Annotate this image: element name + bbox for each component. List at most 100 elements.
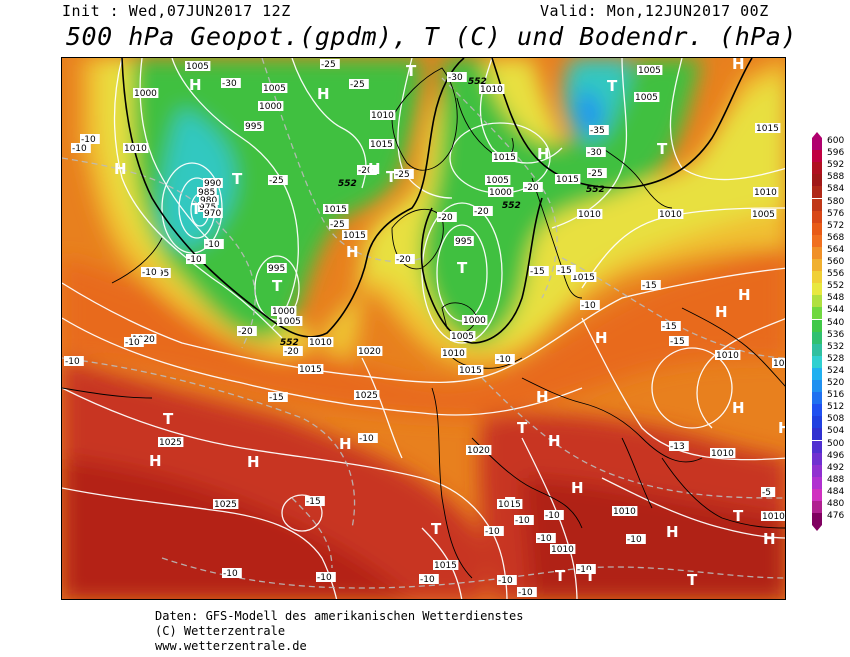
svg-text:552: 552	[338, 179, 357, 189]
svg-text:1005: 1005	[752, 210, 775, 220]
legend-row: 592	[812, 160, 850, 175]
svg-text:1010: 1010	[613, 507, 636, 517]
svg-text:-10: -10	[81, 135, 96, 145]
height-contours-552	[121, 58, 753, 344]
svg-text:-35: -35	[590, 126, 605, 136]
svg-text:1010: 1010	[578, 210, 601, 220]
svg-text:-15: -15	[530, 267, 545, 277]
svg-text:1005: 1005	[186, 62, 209, 72]
svg-text:1005: 1005	[486, 176, 509, 186]
svg-text:-10: -10	[518, 588, 533, 598]
legend-row: 532	[812, 342, 850, 356]
legend-swatch	[812, 367, 822, 380]
legend-row: 572	[812, 221, 850, 235]
svg-text:-30: -30	[448, 73, 463, 83]
svg-text:-20: -20	[238, 327, 253, 337]
pressure-label: 1010	[761, 511, 785, 522]
pressure-label: 1005	[450, 331, 476, 342]
legend-row: 476	[812, 511, 850, 526]
svg-text:-10: -10	[496, 355, 511, 365]
pressure-label: 1010	[479, 84, 505, 95]
legend-swatch	[812, 319, 822, 332]
pressure-label: 1020	[466, 445, 492, 456]
pressure-label: 995	[454, 236, 474, 247]
legend-value: 492	[827, 462, 845, 473]
legend-row: 588	[812, 172, 850, 187]
temperature-label: -10	[222, 568, 242, 579]
footer-website: www.wetterzentrale.de	[155, 639, 307, 653]
svg-text:995: 995	[455, 237, 472, 247]
svg-text:1025: 1025	[214, 500, 237, 510]
legend-value: 504	[827, 426, 845, 437]
legend-swatch	[812, 174, 822, 187]
legend-value: 488	[827, 474, 845, 485]
svg-text:-20: -20	[524, 183, 539, 193]
temperature-label: -10	[204, 239, 224, 250]
temperature-label: -20	[283, 346, 303, 357]
temperature-label: -10	[517, 587, 537, 598]
legend-row: 516	[812, 390, 850, 405]
pressure-label: 1005	[751, 209, 777, 220]
legend-swatch	[812, 416, 822, 429]
height-label: 552	[502, 201, 521, 211]
legend-swatch	[812, 295, 822, 308]
low-pressure-marker: T	[272, 277, 283, 295]
legend-value: 588	[827, 172, 845, 183]
legend-value: 600	[827, 136, 845, 146]
temperature-label: -30	[447, 72, 467, 83]
svg-text:-10: -10	[498, 576, 513, 586]
legend-value: 596	[827, 148, 845, 159]
high-pressure-marker: H	[732, 58, 745, 73]
legend-row: 556	[812, 269, 850, 284]
high-pressure-marker: H	[149, 452, 162, 470]
svg-text:-30: -30	[587, 148, 602, 158]
pressure-label: 1000	[133, 88, 159, 99]
legend-swatch	[812, 222, 822, 235]
legend-row: 544	[812, 305, 850, 320]
high-pressure-marker: H	[548, 432, 561, 450]
legend-swatch	[812, 404, 822, 417]
legend-value: 476	[827, 511, 845, 522]
svg-text:1020: 1020	[358, 347, 381, 357]
legend-value: 484	[827, 486, 845, 497]
legend-swatch	[812, 428, 822, 441]
high-pressure-marker: H	[666, 523, 679, 541]
pressure-label: 1025	[354, 390, 380, 401]
legend-row: 584	[812, 184, 850, 199]
legend-value: 520	[827, 378, 845, 388]
svg-text:1000: 1000	[489, 188, 512, 198]
svg-text:-10: -10	[420, 575, 435, 585]
svg-text:-30: -30	[222, 79, 237, 89]
svg-text:1000: 1000	[773, 359, 786, 369]
svg-text:990: 990	[204, 179, 221, 189]
high-pressure-marker: H	[536, 388, 549, 406]
svg-text:1015: 1015	[459, 366, 482, 376]
temperature-label: -15	[529, 266, 549, 277]
svg-text:1010: 1010	[711, 449, 734, 459]
svg-text:-15: -15	[557, 266, 572, 276]
low-pressure-marker: T	[505, 494, 516, 512]
high-pressure-marker: H	[571, 479, 584, 497]
legend-swatch	[812, 343, 822, 356]
svg-text:-13: -13	[670, 442, 685, 452]
svg-text:1005: 1005	[278, 317, 301, 327]
pressure-label: 1015	[497, 499, 523, 510]
temperature-label: -20	[473, 206, 493, 217]
temperature-label: -20	[523, 182, 543, 193]
height-labels: 552 552 552 552 552	[280, 77, 605, 348]
legend-value: 556	[827, 269, 845, 280]
legend-value: 568	[827, 232, 845, 243]
pressure-label: 1025	[213, 499, 239, 510]
legend-swatch	[812, 198, 822, 211]
high-pressure-marker: H	[346, 243, 359, 261]
legend-value: 512	[827, 402, 845, 413]
pressure-label: 1000	[271, 306, 297, 317]
temperature-label: -15	[556, 265, 576, 276]
svg-text:-20: -20	[438, 213, 453, 223]
legend-value: 580	[827, 196, 845, 207]
svg-text:-15: -15	[670, 337, 685, 347]
legend-value: 528	[827, 353, 845, 364]
svg-text:1000: 1000	[272, 307, 295, 317]
temperature-label: -15	[669, 336, 689, 347]
svg-text:-10: -10	[317, 573, 332, 583]
